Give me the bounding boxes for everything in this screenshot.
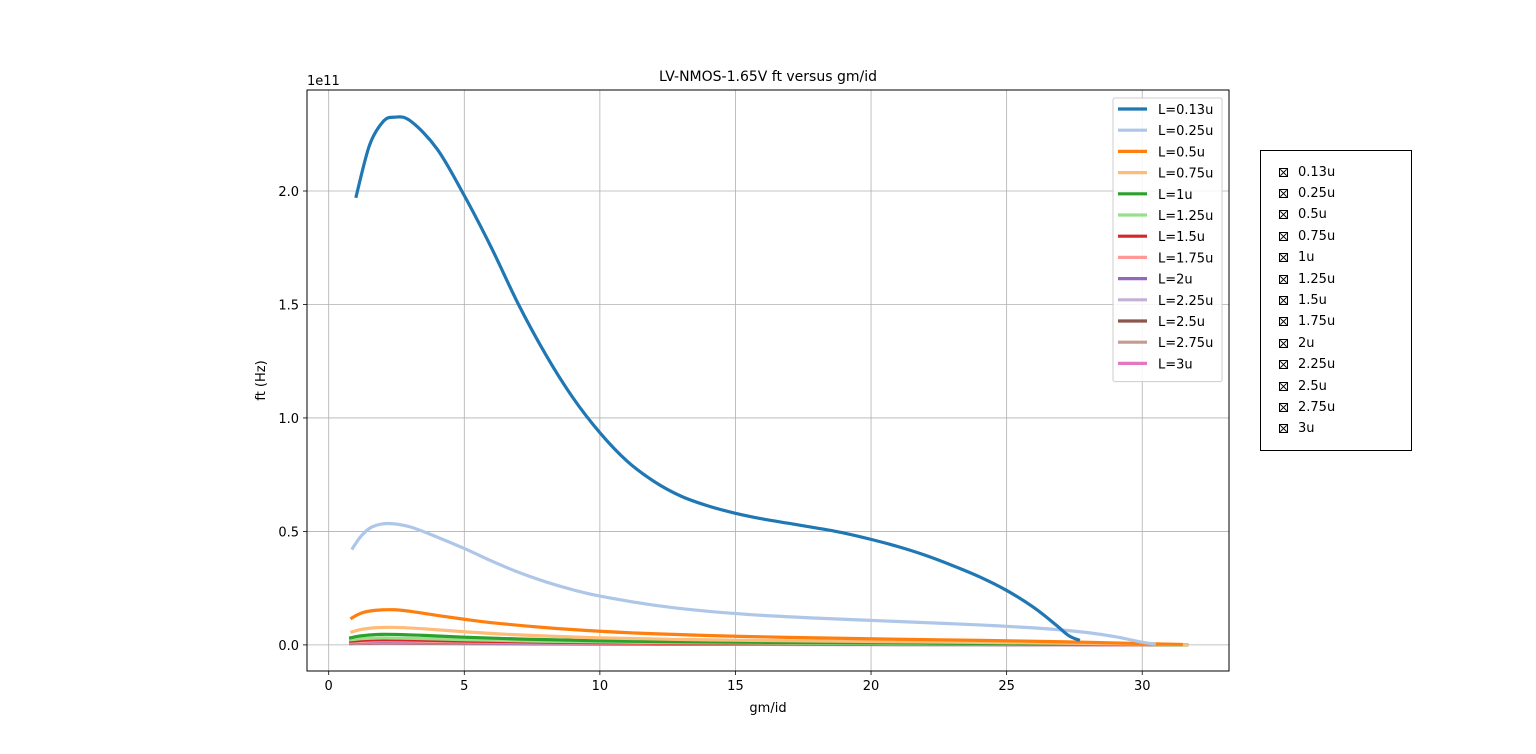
series-checkbox-row[interactable]: 1.75u [1279,312,1335,332]
legend-box [1112,97,1223,383]
y-tick-label: 1.0 [278,412,299,427]
x-tick-label: 0 [325,679,333,694]
checkbox-label: 1.75u [1298,314,1336,330]
checkbox-checked-icon[interactable] [1279,295,1288,305]
checkbox-checked-icon[interactable] [1279,274,1288,284]
legend: L=0.13u L=0.25u L=0.5u L=0.75u L=1u L=1.25u L=… [1112,97,1223,383]
series-checkbox-row[interactable]: 2u [1279,333,1315,353]
checkbox-label: 2.5u [1298,378,1327,394]
checkbox-label: 1u [1298,250,1315,266]
checkbox-checked-icon[interactable] [1279,231,1288,241]
series-checkbox-row[interactable]: 1.25u [1279,269,1335,289]
legend-entry: L=1u [1158,188,1193,203]
x-tick-label: 15 [727,679,744,694]
checkbox-label: 1.25u [1298,271,1336,287]
series-checkbox-row[interactable]: 2.75u [1279,397,1335,417]
checkbox-label: 2u [1298,335,1315,351]
checkbox-checked-icon[interactable] [1279,381,1288,391]
checkbox-checked-icon[interactable] [1279,253,1288,263]
series-checkbox-row[interactable]: 2.25u [1279,355,1335,375]
series-line-3 [349,625,1189,647]
y-axis-offset-label: 1e11 [307,74,340,89]
y-tick-label: 0.0 [278,639,299,654]
y-tick-label: 2.0 [278,185,299,200]
legend-entry: L=1.25u [1158,209,1213,224]
checkbox-checked-icon[interactable] [1279,317,1288,327]
x-tick-label: 10 [592,679,609,694]
legend-entry: L=0.75u [1158,167,1213,182]
legend-entry: L=2.75u [1158,336,1213,351]
axes-frame [306,89,1230,672]
x-tick-label: 20 [863,679,880,694]
checkbox-checked-icon[interactable] [1279,338,1288,348]
legend-entry: L=1.75u [1158,251,1213,266]
series-checkbox-row[interactable]: 1u [1279,248,1315,268]
checkbox-label: 2.75u [1298,399,1336,415]
y-tick-label: 1.5 [278,298,299,313]
ticks: 0 5 10 15 20 25 30 0.0 0.5 1.0 1.5 2.0 [278,185,1150,694]
y-axis-label: ft (Hz) [254,360,269,400]
legend-entry: L=2.5u [1158,315,1205,330]
series-line-1 [350,521,1157,646]
series-line-0 [354,115,1081,642]
checkbox-label: 1.5u [1298,292,1327,308]
checkbox-label: 3u [1298,421,1315,437]
series-check-panel: 0.13u 0.25u 0.5u 0.75u 1u 1.25u 1.5u 1.75u 2u 2.2… [1260,150,1412,451]
x-axis-label: gm/id [749,701,786,716]
legend-entry: L=0.13u [1158,103,1213,118]
legend-entry: L=0.5u [1158,145,1205,160]
legend-entry: L=0.25u [1158,124,1213,139]
checkbox-label: 0.5u [1298,207,1327,223]
checkbox-label: 2.25u [1298,357,1336,373]
checkbox-checked-icon[interactable] [1279,360,1288,370]
legend-entry: L=3u [1158,357,1193,372]
y-tick-label: 0.5 [278,525,299,540]
series-checkbox-row[interactable]: 2.5u [1279,376,1327,396]
legend-entry: L=1.5u [1158,230,1205,245]
checkbox-checked-icon[interactable] [1279,210,1288,220]
checkbox-label: 0.13u [1298,164,1336,180]
series-line-2 [349,608,1183,647]
x-tick-label: 30 [1134,679,1151,694]
checkbox-label: 0.25u [1298,185,1336,201]
series-checkbox-row[interactable]: 1.5u [1279,290,1327,310]
checkbox-label: 0.75u [1298,228,1336,244]
series-lines [348,115,1189,647]
x-tick-label: 25 [998,679,1015,694]
x-tick-label: 5 [460,679,468,694]
checkbox-checked-icon[interactable] [1279,188,1288,198]
legend-entry: L=2u [1158,273,1193,288]
checkbox-checked-icon[interactable] [1279,424,1288,434]
series-checkbox-row[interactable]: 3u [1279,419,1315,439]
checkbox-checked-icon[interactable] [1279,167,1288,177]
grid [307,90,1229,671]
series-checkbox-row[interactable]: 0.5u [1279,205,1327,225]
series-checkbox-row[interactable]: 0.13u [1279,162,1335,182]
checkbox-checked-icon[interactable] [1279,402,1288,412]
series-checkbox-row[interactable]: 0.25u [1279,183,1335,203]
legend-entry: L=2.25u [1158,294,1213,309]
chart-title: LV-NMOS-1.65V ft versus gm/id [659,69,877,85]
series-checkbox-row[interactable]: 0.75u [1279,226,1335,246]
